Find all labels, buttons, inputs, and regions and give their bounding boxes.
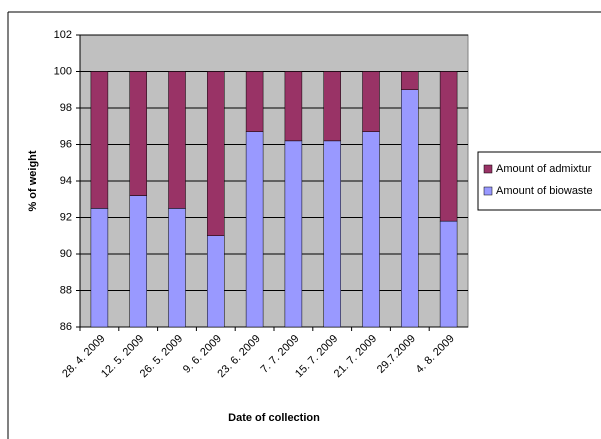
legend-label: Amount of admixtur — [496, 163, 592, 175]
bar-segment — [129, 71, 147, 196]
bar-segment — [284, 140, 303, 328]
y-tick-label: 98 — [60, 102, 72, 114]
bar-segment — [168, 208, 186, 328]
bar-segment — [439, 220, 458, 328]
bar-segment — [207, 235, 225, 328]
bar-segment — [129, 195, 147, 328]
bar-segment — [245, 131, 264, 328]
y-tick-label: 100 — [54, 65, 72, 77]
legend-swatch — [483, 164, 493, 174]
bar-segment — [439, 71, 458, 222]
y-tick-label: 86 — [60, 321, 72, 333]
legend-label: Amount of biowaste — [496, 185, 593, 197]
y-tick-label: 94 — [60, 175, 72, 187]
y-axis-title: % of weight — [27, 150, 39, 211]
bar-segment — [90, 208, 109, 328]
bar-segment — [323, 140, 341, 328]
x-tick-label: 29.7.2009 — [375, 333, 418, 376]
y-tick-label: 102 — [54, 29, 72, 41]
bar-segment — [362, 71, 380, 132]
bar-segment — [284, 71, 303, 142]
bar-segment — [207, 71, 225, 236]
y-tick-label: 96 — [60, 138, 72, 150]
y-tick-label: 90 — [60, 248, 72, 260]
bar-segment — [323, 71, 341, 142]
bar-segment — [168, 71, 186, 209]
y-tick-label: 88 — [60, 284, 72, 296]
bar-segment — [401, 71, 419, 90]
x-tick-label: 4. 8. 2009 — [414, 333, 457, 376]
y-tick-label: 92 — [60, 211, 72, 223]
bar-segment — [401, 89, 419, 328]
bar-segment — [362, 131, 380, 328]
legend-box — [477, 151, 601, 211]
bar-segment — [90, 71, 109, 209]
legend-swatch — [483, 186, 493, 196]
bar-segment — [245, 71, 264, 132]
x-axis-title: Date of collection — [228, 412, 320, 424]
